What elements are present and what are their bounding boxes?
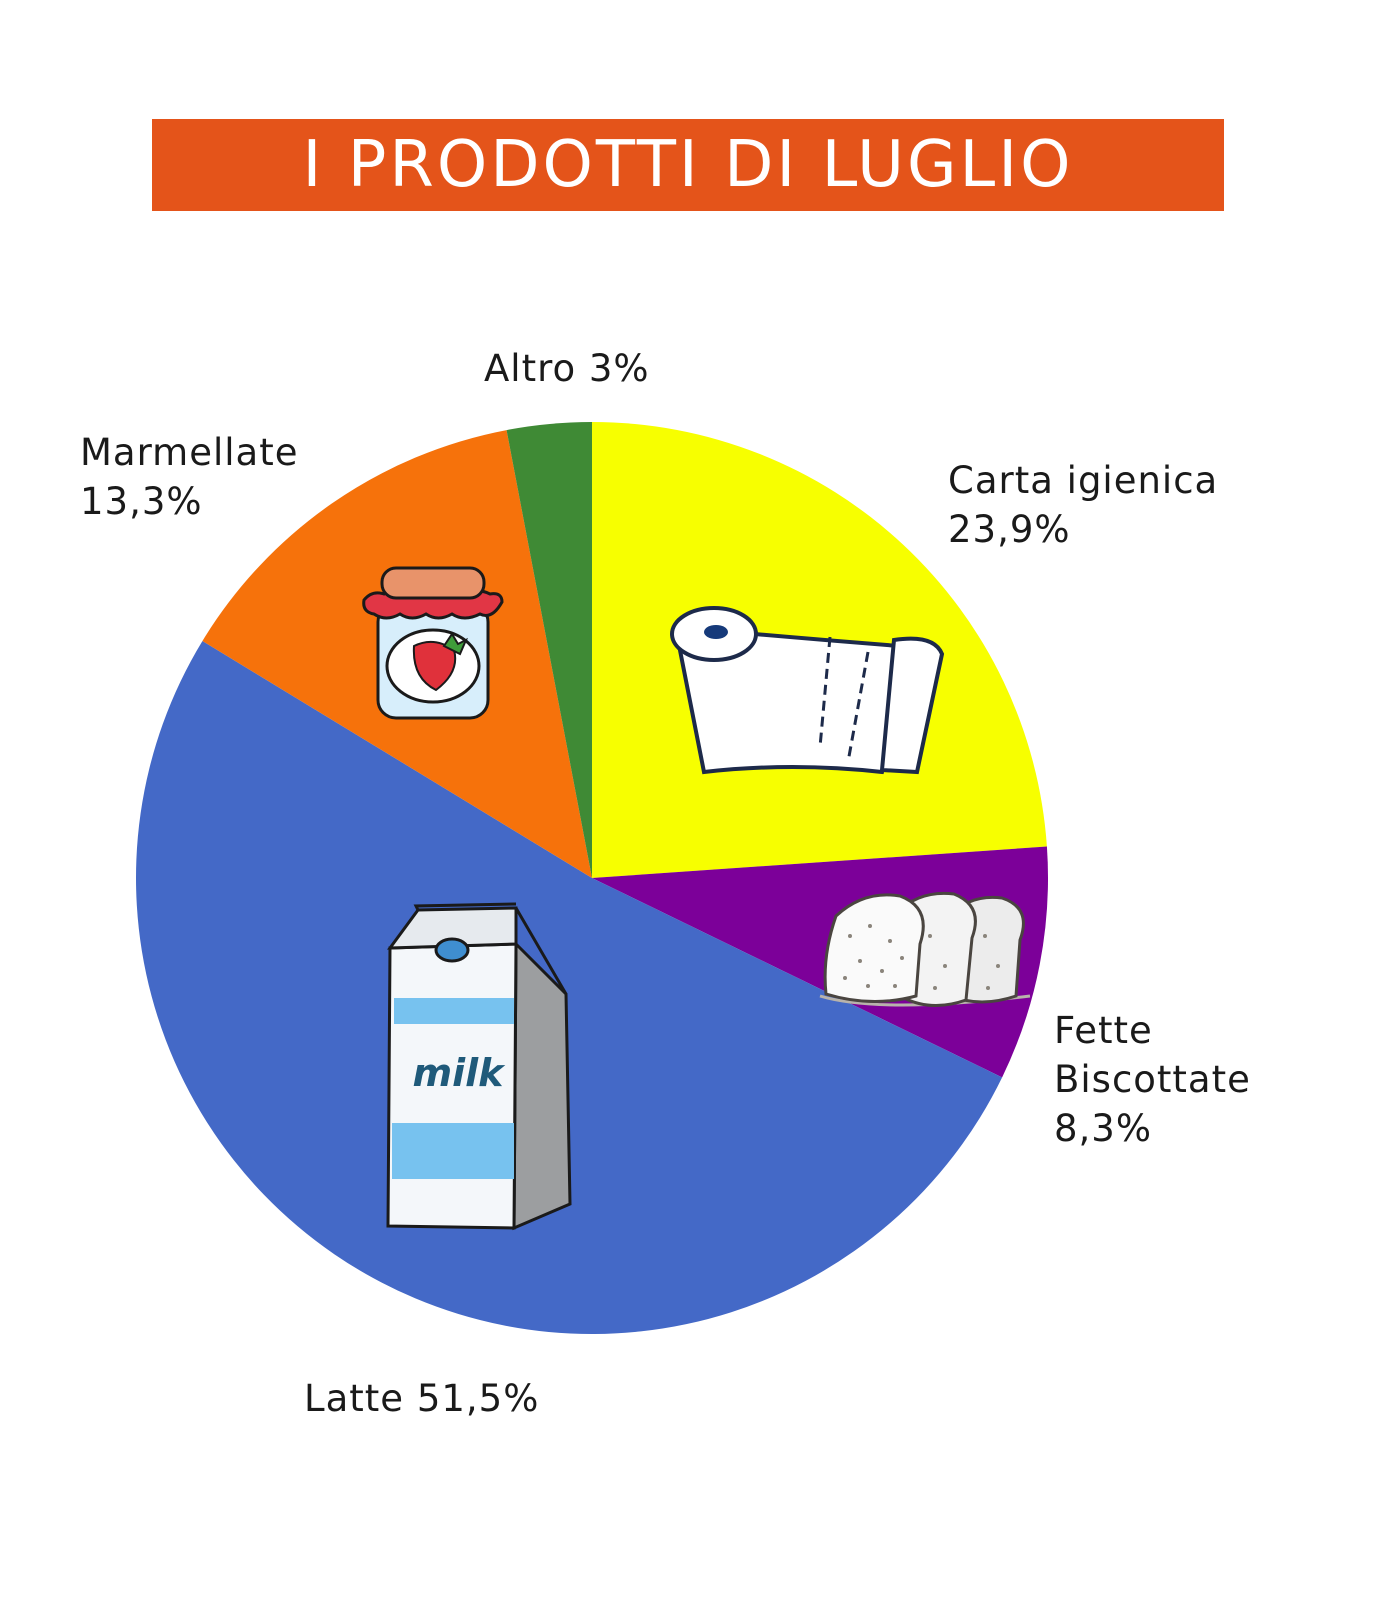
label-latte: Latte 51,5% bbox=[304, 1374, 539, 1423]
label-marmellate-line-1: Marmellate bbox=[80, 431, 299, 474]
milk-carton-text: milk bbox=[413, 1051, 507, 1095]
label-marmellate: Marmellate 13,3% bbox=[80, 428, 298, 526]
label-carta-igienica: Carta igienica 23,9% bbox=[948, 456, 1218, 554]
title-banner: I PRODOTTI DI LUGLIO bbox=[152, 119, 1224, 211]
label-marmellate-line-2: 13,3% bbox=[80, 480, 203, 523]
chart-title: I PRODOTTI DI LUGLIO bbox=[302, 128, 1074, 202]
toilet-paper-icon bbox=[670, 606, 945, 775]
label-fette-biscottate: Fette Biscottate 8,3% bbox=[1054, 1006, 1251, 1153]
label-altro: Altro 3% bbox=[484, 344, 650, 393]
milk-carton-icon: milk bbox=[386, 902, 572, 1231]
label-latte-line-1: Latte 51,5% bbox=[304, 1377, 540, 1420]
pie-slice-latte bbox=[136, 640, 1003, 1334]
label-carta-igienica-line-1: Carta igienica bbox=[948, 459, 1219, 502]
jam-jar-icon bbox=[362, 566, 504, 720]
label-fette-biscottate-line-1: Fette bbox=[1054, 1009, 1153, 1052]
label-altro-line-1: Altro 3% bbox=[484, 347, 650, 390]
label-carta-igienica-line-2: 23,9% bbox=[948, 508, 1071, 551]
label-fette-biscottate-line-3: 8,3% bbox=[1054, 1107, 1152, 1150]
pie-slice-altro bbox=[506, 422, 592, 878]
toast-icon bbox=[819, 891, 1031, 1008]
label-fette-biscottate-line-2: Biscottate bbox=[1054, 1058, 1251, 1101]
